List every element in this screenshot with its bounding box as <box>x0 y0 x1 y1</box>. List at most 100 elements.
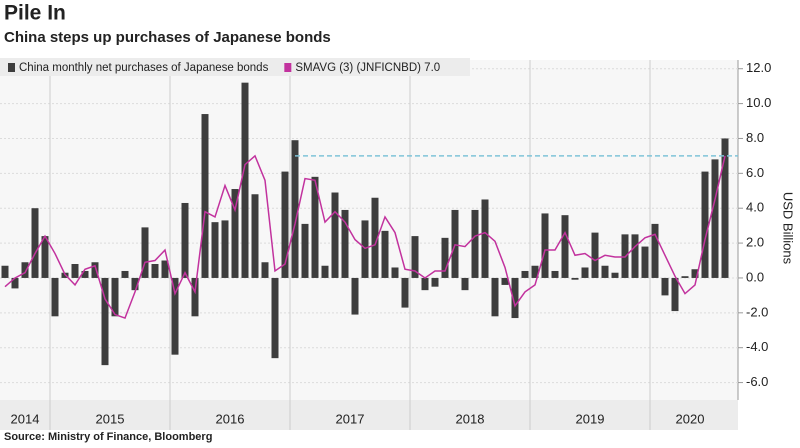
y-tick-label: 0.0 <box>746 269 764 284</box>
bar <box>681 276 689 278</box>
bar <box>41 236 49 278</box>
bar <box>471 209 479 278</box>
x-tick-label: 2015 <box>96 411 125 426</box>
bar <box>251 194 259 278</box>
y-tick-label: -4.0 <box>746 339 768 354</box>
bar <box>661 277 669 296</box>
x-tick-label: 2016 <box>216 411 245 426</box>
bar <box>571 277 579 280</box>
y-tick-label: -6.0 <box>746 374 768 389</box>
x-tick-label: 2019 <box>576 411 605 426</box>
bar <box>381 230 389 278</box>
source: Source: Ministry of Finance, Bloomberg <box>4 431 212 443</box>
bar <box>281 171 289 278</box>
bar <box>541 213 549 278</box>
bar <box>91 262 99 278</box>
bar <box>341 209 349 278</box>
bar <box>501 277 509 285</box>
bar <box>701 171 709 278</box>
bar <box>331 192 339 278</box>
plot-background <box>0 60 738 400</box>
bar <box>611 272 619 278</box>
y-tick-label: 6.0 <box>746 165 764 180</box>
bar <box>351 277 359 315</box>
legend-swatch <box>284 63 292 72</box>
bar <box>671 277 679 312</box>
bar <box>551 270 559 278</box>
bar <box>21 262 29 278</box>
bar <box>511 277 519 319</box>
bar <box>151 264 159 278</box>
bar <box>401 277 409 308</box>
bar <box>121 270 129 278</box>
bar <box>361 220 369 278</box>
bar <box>601 265 609 278</box>
bar <box>271 277 279 359</box>
chart-title: Pile In <box>4 2 66 25</box>
chart-subtitle: China steps up purchases of Japanese bon… <box>4 29 331 46</box>
bar <box>421 277 429 291</box>
bar <box>11 277 19 289</box>
bar <box>301 223 309 278</box>
bar <box>711 159 719 278</box>
bar <box>451 209 459 278</box>
bar <box>521 270 529 278</box>
bar <box>111 277 119 317</box>
bar <box>71 264 79 278</box>
bar <box>1 265 9 278</box>
x-tick-label: 2014 <box>11 411 40 426</box>
bar <box>631 234 639 278</box>
x-tick-label: 2018 <box>456 411 485 426</box>
bar <box>641 246 649 278</box>
bar <box>291 140 299 278</box>
bar <box>411 236 419 278</box>
bar <box>81 270 89 278</box>
bar <box>211 222 219 278</box>
bar <box>31 208 39 278</box>
bar <box>101 277 109 366</box>
bar <box>321 265 329 278</box>
x-tick-label: 2020 <box>676 411 705 426</box>
bar <box>131 277 139 291</box>
bar <box>491 277 499 317</box>
y-tick-label: 8.0 <box>746 130 764 145</box>
bar <box>261 262 269 278</box>
x-tick-label: 2017 <box>336 411 365 426</box>
y-tick-label: 10.0 <box>746 95 771 110</box>
bar <box>441 237 449 278</box>
bar <box>161 260 169 278</box>
bar <box>581 267 589 278</box>
y-tick-label: 2.0 <box>746 235 764 250</box>
bar <box>51 277 59 317</box>
y-tick-label: 12.0 <box>746 60 771 75</box>
bar <box>231 189 239 278</box>
bar <box>691 269 699 278</box>
legend-background <box>0 58 470 76</box>
legend-label: SMAVG (3) (JNFICNBD) 7.0 <box>295 62 440 74</box>
bar <box>481 199 489 278</box>
legend-swatch <box>8 63 15 72</box>
bar <box>141 227 149 278</box>
bar <box>181 202 189 278</box>
legend-label: China monthly net purchases of Japanese … <box>19 62 269 74</box>
bar <box>241 82 249 278</box>
bar <box>561 215 569 278</box>
y-axis-label: USD Billions <box>781 192 796 265</box>
bar <box>531 265 539 278</box>
bar <box>221 220 229 278</box>
y-tick-label: 4.0 <box>746 200 764 215</box>
bar <box>191 277 199 317</box>
bar <box>461 277 469 291</box>
bar <box>591 232 599 278</box>
bar <box>651 223 659 278</box>
bar <box>721 138 729 278</box>
x-axis-band <box>0 400 738 430</box>
bar <box>201 114 209 278</box>
bar <box>391 267 399 278</box>
bar <box>371 197 379 278</box>
y-tick-label: -2.0 <box>746 304 768 319</box>
bar <box>311 176 319 278</box>
bar <box>431 277 439 287</box>
bar <box>171 277 179 355</box>
